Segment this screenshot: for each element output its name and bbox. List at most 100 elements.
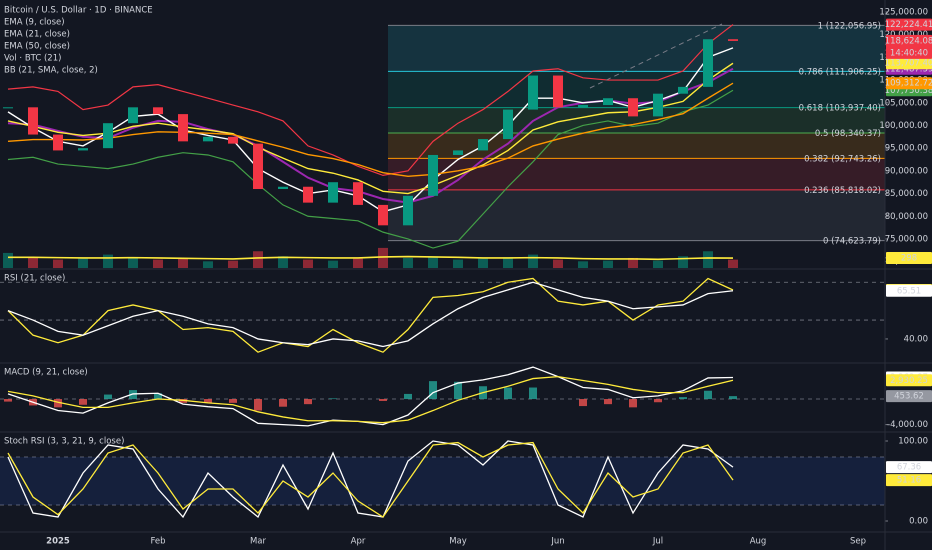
y-tick-label: 85,000.00 xyxy=(885,189,928,199)
candle xyxy=(428,154,438,196)
countdown: 14:40:40 xyxy=(890,48,928,58)
x-tick-label: Aug xyxy=(750,537,767,547)
fib-zone xyxy=(388,189,885,241)
candle xyxy=(578,105,588,108)
volume-bar xyxy=(703,251,713,268)
histogram-bar xyxy=(579,399,587,407)
candle xyxy=(728,39,738,41)
candle xyxy=(678,86,688,94)
candle xyxy=(178,114,188,142)
y-tick-label: 0.00 xyxy=(909,517,928,527)
price-tag-label: 107,750.38 xyxy=(885,86,932,96)
candle xyxy=(278,186,288,190)
histogram-bar xyxy=(204,399,212,403)
legend-entry: EMA (21, close) xyxy=(4,30,70,40)
x-tick-label: May xyxy=(449,537,467,547)
x-tick-label: Feb xyxy=(150,537,165,547)
plot-layer: 1 (122,056.95) 0.786 (111,906.25) 0.618 (1… xyxy=(0,6,928,547)
candle xyxy=(353,182,363,205)
fib-zone xyxy=(388,158,885,190)
fib-label: 0.618 (103,937.40) xyxy=(799,104,881,114)
histogram-bar xyxy=(729,396,737,400)
volume-bar xyxy=(453,259,463,268)
candle xyxy=(128,107,138,124)
price-tag xyxy=(886,390,932,403)
y-tick-label: 125,000.00 xyxy=(879,7,928,17)
candle xyxy=(603,98,613,106)
volume-bar xyxy=(3,252,13,268)
candle xyxy=(478,139,488,151)
histogram-bar xyxy=(429,381,437,400)
fib-label: 0 (74,623.79) xyxy=(823,237,881,247)
volume-bar xyxy=(303,259,313,268)
volume-bar xyxy=(403,257,413,268)
price-tag xyxy=(886,34,932,59)
candle xyxy=(28,107,38,135)
volume-bar xyxy=(78,258,88,268)
candle xyxy=(453,150,463,155)
series-line xyxy=(7,281,734,348)
price-tag-label: 67.36 xyxy=(897,463,921,473)
histogram-bar xyxy=(254,399,262,411)
price-tag-label: 122,224.41 xyxy=(885,20,932,30)
series-line xyxy=(7,366,734,427)
series-line xyxy=(8,255,734,261)
y-tick-label: -4,000.00 xyxy=(887,420,928,430)
histogram-bar xyxy=(504,387,512,400)
x-tick-label: Jun xyxy=(550,537,564,547)
candle xyxy=(328,182,338,203)
price-tag-label: 51.16 xyxy=(897,476,921,486)
volume-bar xyxy=(628,257,638,268)
volume-bar xyxy=(603,260,613,268)
histogram-bar xyxy=(604,399,612,405)
histogram-bar xyxy=(329,398,337,400)
volume-bar xyxy=(728,259,738,268)
series-line xyxy=(7,440,734,519)
series-line xyxy=(7,376,734,424)
candle xyxy=(528,75,538,110)
volume-bar xyxy=(678,256,688,268)
histogram-bar xyxy=(104,394,112,400)
candle xyxy=(153,107,163,115)
histogram-bar xyxy=(679,397,687,400)
series-line xyxy=(7,62,734,195)
histogram-bar xyxy=(404,393,412,400)
candle xyxy=(3,107,13,109)
fib-label: 0.236 (85,818.02) xyxy=(804,186,881,196)
candle xyxy=(553,75,563,108)
candle xyxy=(703,39,713,87)
volume-bar xyxy=(503,257,513,268)
price-tag-label: 113,707.40 xyxy=(885,59,932,69)
candle xyxy=(228,136,238,144)
legend-entry: EMA (9, close) xyxy=(4,18,65,28)
y-tick-label: 40.00 xyxy=(904,334,928,344)
histogram-bar xyxy=(4,399,12,402)
histogram-bar xyxy=(629,399,637,408)
volume-bar xyxy=(228,260,238,268)
pane-title: MACD (9, 21, close) xyxy=(4,368,88,378)
candle xyxy=(303,186,313,203)
fib-label: 0.786 (111,906.25) xyxy=(799,67,881,77)
candle xyxy=(378,204,388,226)
histogram-bar xyxy=(704,390,712,400)
candle xyxy=(78,148,88,151)
volume-bar xyxy=(478,258,488,268)
fib-label: 0.5 (98,340.37) xyxy=(815,129,881,139)
pane-title: Stoch RSI (3, 3, 21, 9, close) xyxy=(4,437,124,447)
price-tag xyxy=(886,461,932,474)
y-tick-label: 90,000.00 xyxy=(885,166,928,176)
price-tag xyxy=(886,252,932,265)
histogram-bar xyxy=(279,399,287,407)
band-shade xyxy=(0,457,885,505)
y-tick-label: 95,000.00 xyxy=(885,144,928,154)
series-line xyxy=(7,82,734,178)
volume-bar xyxy=(528,254,538,268)
volume-bar xyxy=(578,261,588,268)
price-tag xyxy=(886,374,932,387)
fib-label: 1 (122,056.95) xyxy=(818,21,881,31)
candle xyxy=(203,136,213,142)
y-tick-label: 100.00 xyxy=(898,437,928,447)
fib-zone xyxy=(388,132,885,159)
y-tick-label: 100,000.00 xyxy=(879,121,928,131)
